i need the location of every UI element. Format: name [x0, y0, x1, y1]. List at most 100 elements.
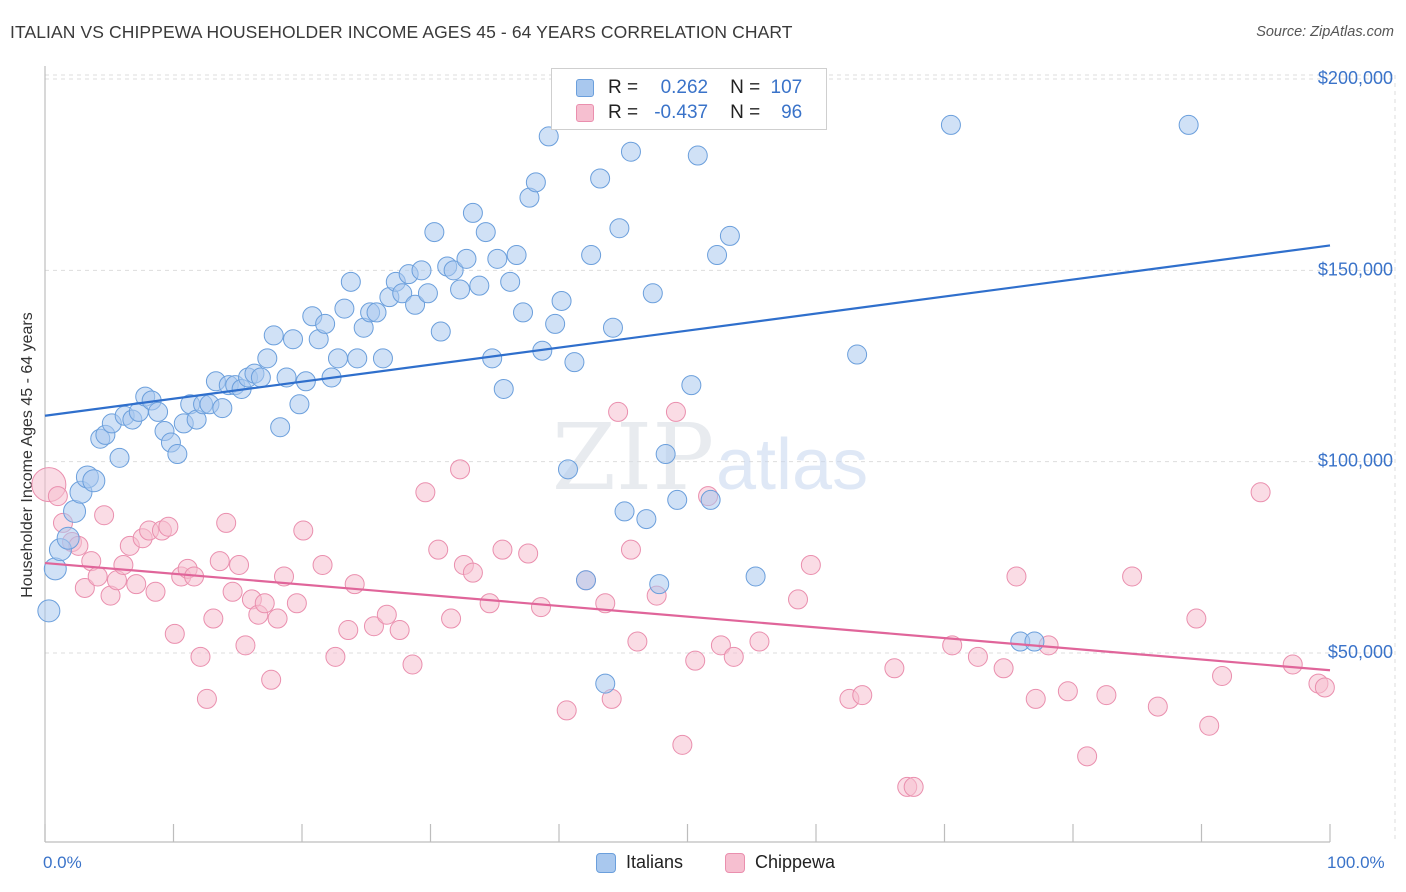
chippewa-point: [1250, 482, 1271, 503]
chippewa-point: [1096, 685, 1117, 706]
italians-point: [82, 469, 106, 493]
italians-point: [411, 260, 432, 281]
chippewa-point: [492, 539, 513, 560]
chippewa-point: [126, 574, 147, 595]
chippewa-point: [608, 401, 629, 422]
italians-point: [334, 298, 355, 319]
italians-point: [655, 444, 676, 465]
chippewa-point: [428, 539, 449, 560]
chippewa-point: [389, 620, 410, 641]
chippewa-point: [190, 646, 211, 667]
legend-row-italians: R = 0.262 N = 107: [576, 77, 802, 99]
italians-point: [614, 501, 635, 522]
y-tick-label: $200,000: [1318, 68, 1393, 88]
italians-point: [167, 444, 188, 465]
chippewa-trend-line: [44, 561, 1331, 672]
chippewa-point: [325, 646, 346, 667]
y-tick-label: $150,000: [1318, 259, 1393, 279]
italians-point: [636, 509, 657, 530]
chippewa-point: [852, 685, 873, 706]
italians-point: [500, 271, 521, 292]
chippewa-point: [710, 635, 731, 656]
chippewa-point: [518, 543, 539, 564]
chippewa-point: [235, 635, 256, 656]
italians-point: [642, 283, 663, 304]
italians-point: [270, 417, 291, 438]
italians-point: [681, 375, 702, 396]
italians-point: [745, 566, 766, 587]
chippewa-point: [363, 616, 384, 637]
italians-point: [493, 378, 514, 399]
chart-title: ITALIAN VS CHIPPEWA HOUSEHOLDER INCOME A…: [10, 22, 793, 42]
italians-point: [43, 557, 67, 581]
chippewa-point: [222, 581, 243, 602]
chippewa-point: [47, 486, 68, 507]
italians-point: [595, 673, 616, 694]
italians-point: [263, 325, 284, 346]
chippewa-point: [1282, 654, 1303, 675]
chippewa-point: [1147, 696, 1168, 717]
chippewa-point: [402, 654, 423, 675]
y-tick-label: $100,000: [1318, 451, 1393, 471]
chippewa-point: [556, 700, 577, 721]
italians-points: [37, 114, 1199, 694]
italians-point: [513, 302, 534, 323]
italians-swatch: [576, 79, 594, 97]
italians-n-value: 107: [770, 77, 803, 98]
chippewa-point: [450, 459, 471, 480]
italians-point: [602, 317, 623, 338]
italians-point: [940, 114, 961, 135]
chippewa-r-value: -0.437: [654, 102, 709, 123]
chippewa-point: [967, 646, 988, 667]
chippewa-point: [942, 635, 963, 656]
italians-point: [1178, 114, 1199, 135]
italians-point: [538, 126, 559, 147]
italians-point: [417, 283, 438, 304]
italians-r-label: R =: [608, 77, 639, 98]
chippewa-point: [267, 608, 288, 629]
chippewa-points: [31, 401, 1335, 797]
x-tick-label-max: 100.0%: [1327, 853, 1385, 872]
italians-point: [590, 168, 611, 189]
italians-point: [443, 260, 464, 281]
chippewa-point: [196, 688, 217, 709]
chippewa-point: [216, 512, 237, 533]
chippewa-point: [312, 554, 333, 575]
chippewa-point: [164, 623, 185, 644]
chippewa-point: [479, 593, 500, 614]
chippewa-point: [665, 401, 686, 422]
italians-point: [109, 447, 130, 468]
y-tick-labels: $50,000 $100,000 $150,000 $200,000: [1318, 68, 1393, 662]
italians-point: [340, 271, 361, 292]
italians-point: [575, 570, 596, 591]
chippewa-point: [338, 620, 359, 641]
watermark-atlas: atlas: [716, 425, 868, 505]
italians-point: [551, 290, 572, 311]
chippewa-point: [229, 554, 250, 575]
italians-point: [257, 348, 278, 369]
chippewa-point: [620, 539, 641, 560]
chippewa-point: [441, 608, 462, 629]
legend-item-italians: Italians: [596, 852, 683, 873]
watermark-zip: ZIP: [552, 404, 714, 511]
italians-trend-line: [44, 244, 1331, 417]
chippewa-point: [903, 776, 924, 797]
italians-point: [430, 321, 451, 342]
chippewa-point: [685, 650, 706, 671]
italians-point: [456, 248, 477, 269]
italians-point: [564, 352, 585, 373]
italians-point: [424, 222, 445, 243]
italians-point: [487, 248, 508, 269]
chippewa-point: [1057, 681, 1078, 702]
italians-point: [620, 141, 641, 162]
italians-point: [372, 348, 393, 369]
italians-point: [315, 313, 336, 334]
x-tick-label-min: 0.0%: [43, 853, 82, 872]
chippewa-point: [627, 631, 648, 652]
legend-item-chippewa: Chippewa: [725, 852, 835, 873]
italians-point: [557, 459, 578, 480]
legend-row-chippewa: R = -0.437 N = 96: [576, 102, 802, 124]
trend-lines: [44, 244, 1331, 672]
italians-point: [37, 599, 61, 623]
